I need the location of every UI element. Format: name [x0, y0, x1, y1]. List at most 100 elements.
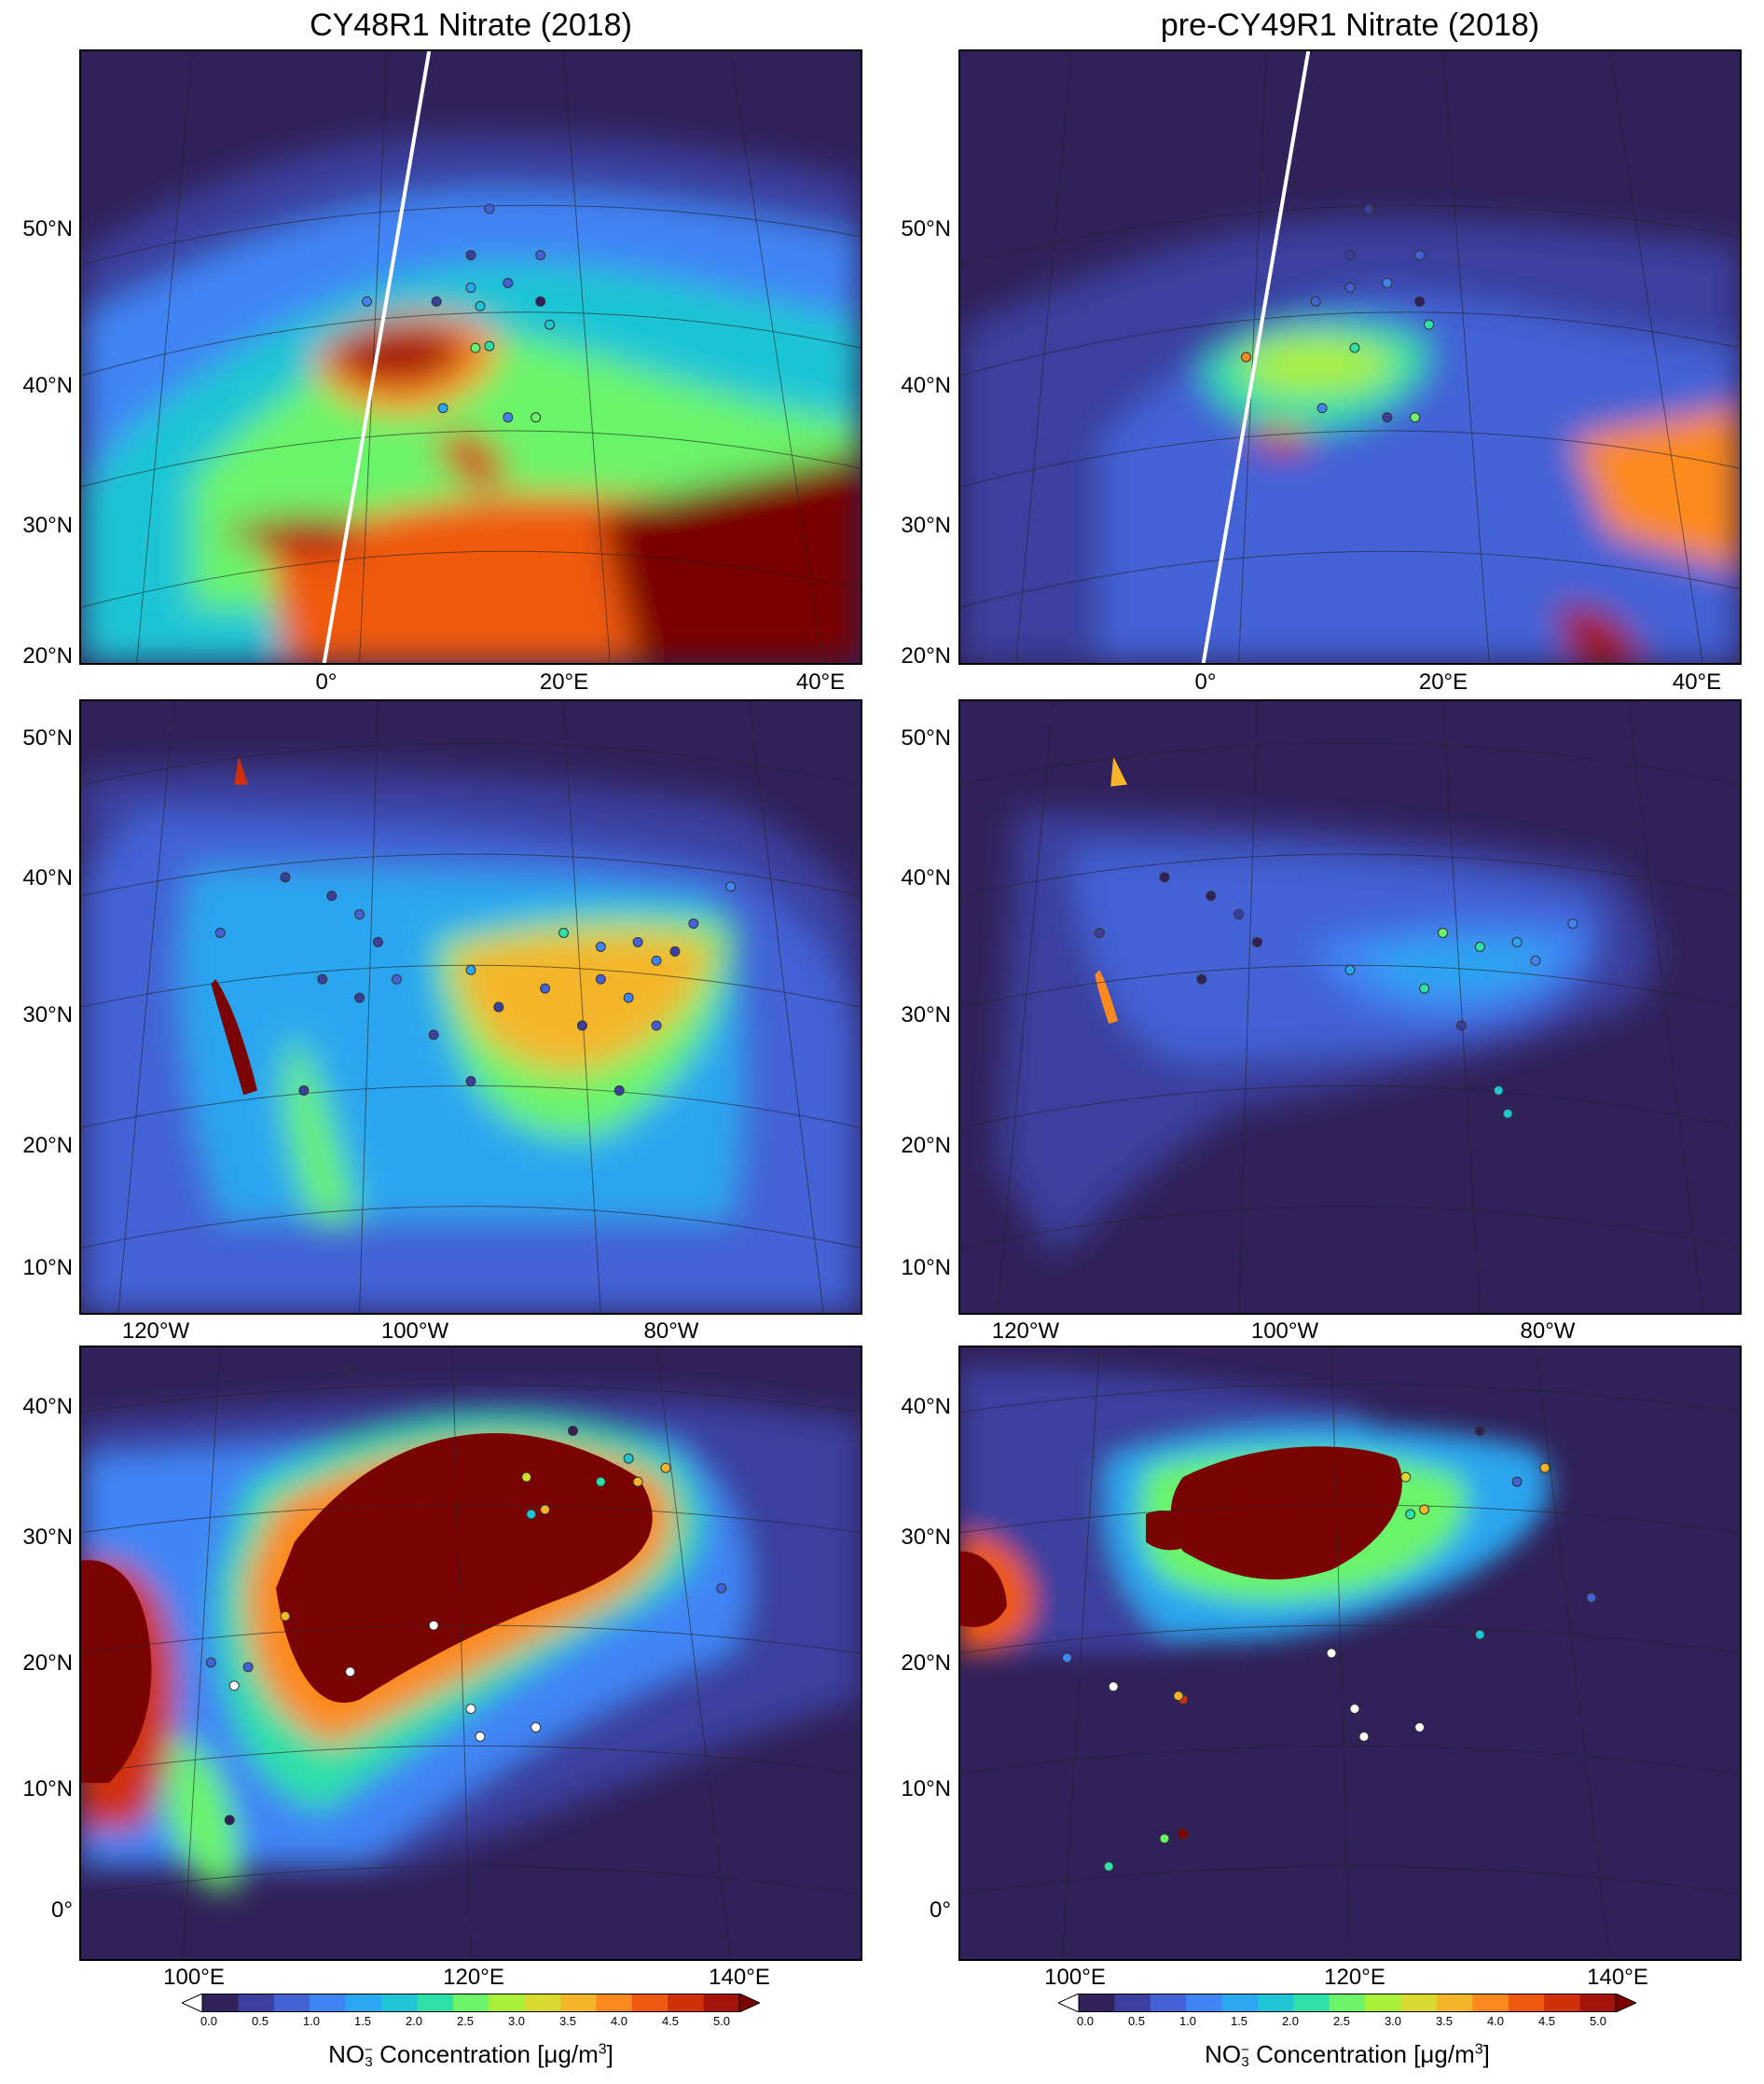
asia-left-lon-120e: 120°E [443, 1965, 504, 1990]
colorbar-segment [489, 1994, 526, 2012]
colorbar-segment [1544, 1994, 1581, 2012]
europe-right-lon-40e: 40°E [1672, 669, 1722, 695]
colorbar-segment [1437, 1994, 1473, 2012]
colorbar-segment [381, 1994, 418, 2012]
america-right-lon-120w: 120°W [991, 1318, 1060, 1344]
europe-left-lat-40: 40°N [22, 373, 73, 398]
america-left-lon-100w: 100°W [380, 1318, 449, 1344]
colorbar-segment [703, 1994, 740, 2012]
cbar-left-label-unit-sup: 3 [598, 2041, 607, 2058]
colorbar-over-arrow [738, 1993, 762, 2013]
map-america-cy48r1 [79, 699, 862, 1315]
cbar-right-tick-10: 5.0 [1589, 2014, 1607, 2028]
cbar-right-tick-9: 4.5 [1537, 2014, 1556, 2028]
america-right-lat-10: 10°N [901, 1255, 951, 1280]
america-left-lat-30: 30°N [22, 1002, 73, 1028]
europe-right-lon-0: 0° [1194, 669, 1217, 695]
colorbar-right-label: NO −3 Concentration [μg/m3] [1021, 2040, 1674, 2069]
colorbar-segment [1508, 1994, 1545, 2012]
asia-left-lat-40: 40°N [22, 1394, 73, 1419]
america-left-lon-80w: 80°W [643, 1318, 699, 1344]
america-right-lat-30: 30°N [901, 1002, 951, 1028]
america-right-lon-80w: 80°W [1520, 1318, 1576, 1344]
asia-left-lon-100e: 100°E [163, 1965, 225, 1990]
asia-right-lat-20: 20°N [901, 1650, 951, 1676]
cbar-right-label-suffix: Concentration [μg/m [1248, 2040, 1475, 2068]
cbar-right-tick-6: 3.0 [1384, 2014, 1402, 2028]
cbar-right-tick-0: 0.0 [1076, 2014, 1095, 2028]
cbar-right-label-unit-sup: 3 [1474, 2041, 1483, 2058]
colorbar-segment [1329, 1994, 1366, 2012]
america-right-lon-100w: 100°W [1250, 1318, 1319, 1344]
colorbar-under-arrow [180, 1993, 203, 2013]
left-column-title: CY48R1 Nitrate (2018) [310, 7, 632, 43]
colorbar-segment [417, 1994, 454, 2012]
colorbar-segment [668, 1994, 705, 2012]
asia-left-lat-30: 30°N [22, 1525, 73, 1550]
asia-right-lon-140e: 140°E [1587, 1965, 1648, 1990]
cbar-right-label-end: ] [1482, 2040, 1490, 2068]
colorbar-segment [524, 1994, 561, 2012]
cbar-left-tick-0: 0.0 [200, 2014, 218, 2028]
asia-left-lat-10: 10°N [22, 1776, 73, 1801]
europe-left-lon-20e: 20°E [539, 669, 589, 695]
cbar-left-tick-3: 1.5 [353, 2014, 372, 2028]
europe-left-lat-20: 20°N [22, 643, 73, 669]
cbar-left-tick-7: 3.5 [558, 2014, 577, 2028]
colorbar-left-gradient [180, 1993, 762, 2013]
asia-right-lat-10: 10°N [901, 1776, 951, 1801]
cbar-left-label-prefix: NO [328, 2040, 365, 2068]
colorbar-segment [1150, 1994, 1187, 2012]
asia-left-lat-20: 20°N [22, 1650, 73, 1676]
america-left-lat-20: 20°N [22, 1133, 73, 1158]
asia-left-lat-0: 0° [51, 1898, 73, 1923]
colorbar-segment [1472, 1994, 1509, 2012]
cbar-left-label-sup: − [365, 2041, 373, 2058]
cbar-left-label-end: ] [606, 2040, 613, 2068]
asia-right-lon-100e: 100°E [1044, 1965, 1106, 1990]
map-europe-precy49r1 [958, 49, 1742, 665]
colorbar-segment [345, 1994, 382, 2012]
europe-left-lat-30: 30°N [22, 513, 73, 538]
asia-right-lat-40: 40°N [901, 1394, 951, 1419]
europe-right-lat-20: 20°N [901, 643, 951, 669]
colorbar-segment [1293, 1994, 1330, 2012]
cbar-left-label-suffix: Concentration [μg/m [372, 2040, 599, 2068]
colorbar-frame [201, 1994, 740, 2012]
colorbar-right-gradient [1056, 1993, 1638, 2013]
colorbar-segment [631, 1994, 668, 2012]
cbar-left-tick-2: 1.0 [302, 2014, 321, 2028]
colorbar-under-arrow [1056, 1993, 1080, 2013]
colorbar-right [1056, 1993, 1638, 2013]
colorbar-segment [202, 1994, 239, 2012]
colorbar-segment [1258, 1994, 1294, 2012]
map-asia-cy48r1 [79, 1346, 862, 1961]
cbar-left-tick-9: 4.5 [661, 2014, 680, 2028]
colorbar-left [180, 1993, 762, 2013]
europe-left-lon-0: 0° [315, 669, 338, 695]
colorbar-left-label: NO −3 Concentration [μg/m3] [145, 2040, 797, 2069]
colorbar-segment [1579, 1994, 1617, 2012]
europe-right-lat-40: 40°N [901, 373, 951, 398]
colorbar-segment [1186, 1994, 1223, 2012]
cbar-left-tick-5: 2.5 [456, 2014, 475, 2028]
cbar-right-label-sup: − [1241, 2041, 1249, 2058]
cbar-left-label-sub: 3 [365, 2054, 373, 2071]
cbar-right-tick-5: 2.5 [1332, 2014, 1351, 2028]
cbar-right-label-prefix: NO [1205, 2040, 1242, 2068]
america-left-lat-10: 10°N [22, 1255, 73, 1280]
cbar-left-tick-4: 2.0 [405, 2014, 423, 2028]
colorbar-segment [310, 1994, 347, 2012]
colorbar-segment [1221, 1994, 1259, 2012]
colorbar-segment [596, 1994, 633, 2012]
colorbar-segment [238, 1994, 275, 2012]
cbar-right-tick-7: 3.5 [1435, 2014, 1454, 2028]
colorbar-segment [1400, 1994, 1438, 2012]
colorbar-segment [1079, 1994, 1115, 2012]
cbar-left-tick-6: 3.0 [507, 2014, 526, 2028]
europe-left-lon-40e: 40°E [795, 669, 846, 695]
colorbar-segment [452, 1994, 489, 2012]
cbar-right-tick-3: 1.5 [1230, 2014, 1248, 2028]
asia-left-lon-140e: 140°E [709, 1965, 770, 1990]
america-right-lat-20: 20°N [901, 1133, 951, 1158]
